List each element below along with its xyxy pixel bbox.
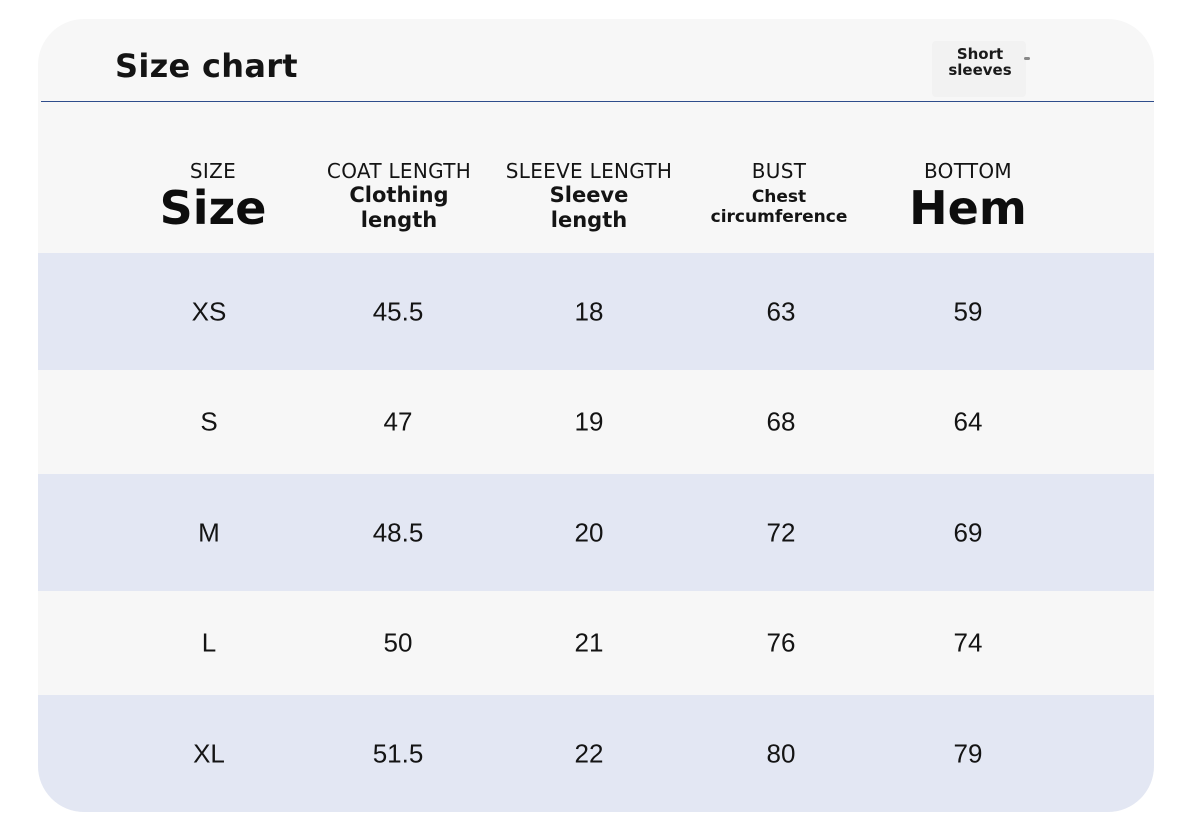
cell-coat-length: 47 xyxy=(383,406,413,437)
column-header-size: SIZE Size xyxy=(160,159,267,233)
cell-bottom: 79 xyxy=(953,738,983,768)
cell-size: M xyxy=(198,517,220,547)
cell-sleeve-length: 18 xyxy=(574,296,604,326)
cell-coat-length: 50 xyxy=(383,627,413,658)
table-row: XS 45.5 18 63 59 xyxy=(38,253,1154,370)
column-header-bust-line2: circumference xyxy=(710,207,848,227)
cell-size: XS xyxy=(191,296,227,326)
table-row: XL 51.5 22 80 79 xyxy=(38,695,1154,812)
column-header-size-label: Size xyxy=(159,181,267,235)
tag-dot-icon xyxy=(1024,57,1030,60)
cell-bust: 63 xyxy=(766,296,796,326)
table-row: S 47 19 68 64 xyxy=(38,370,1154,474)
sleeve-type-tag: Short sleeves xyxy=(932,41,1026,97)
column-header-sleeve-length: SLEEVE LENGTH Sleeve length xyxy=(506,159,672,233)
sleeve-type-line2: sleeves xyxy=(948,61,1012,79)
column-header-coat-length-line1: Clothing xyxy=(349,183,449,207)
column-header-bust-line1: Chest xyxy=(751,187,807,207)
column-header-coat-length-line2: length xyxy=(360,208,438,232)
cell-bust: 68 xyxy=(766,406,796,437)
cell-coat-length: 51.5 xyxy=(372,738,424,768)
column-header-bottom-label: Hem xyxy=(909,181,1027,235)
cell-bust: 72 xyxy=(766,517,796,547)
sleeve-type-line1: Short xyxy=(956,45,1004,63)
header-divider xyxy=(41,101,1154,102)
cell-coat-length: 45.5 xyxy=(372,296,424,326)
column-header-sleeve-length-en: SLEEVE LENGTH xyxy=(505,159,673,183)
sleeve-type-label: Short sleeves xyxy=(932,46,1028,78)
column-header-sleeve-length-line1: Sleeve xyxy=(549,183,629,207)
column-header-coat-length: COAT LENGTH Clothing length xyxy=(327,159,471,233)
size-chart-card: Size chart Short sleeves SIZE Size COAT … xyxy=(38,19,1154,812)
column-header-bottom-en: BOTTOM xyxy=(923,159,1012,183)
cell-size: XL xyxy=(193,738,225,768)
page-title: Size chart xyxy=(115,47,298,85)
cell-bottom: 69 xyxy=(953,517,983,547)
cell-coat-length: 48.5 xyxy=(372,517,424,547)
column-header-bust: BUST Chest circumference xyxy=(711,159,848,227)
column-header-bottom: BOTTOM Hem xyxy=(909,159,1027,233)
cell-sleeve-length: 20 xyxy=(574,517,604,547)
cell-size: L xyxy=(201,627,217,658)
cell-sleeve-length: 21 xyxy=(574,627,604,658)
cell-bust: 76 xyxy=(766,627,796,658)
cell-sleeve-length: 19 xyxy=(574,406,604,437)
cell-bottom: 74 xyxy=(953,627,983,658)
column-header-bust-en: BUST xyxy=(751,159,807,183)
cell-bust: 80 xyxy=(766,738,796,768)
cell-sleeve-length: 22 xyxy=(574,738,604,768)
table-row: L 50 21 76 74 xyxy=(38,591,1154,695)
cell-size: S xyxy=(200,406,218,437)
column-header-coat-length-en: COAT LENGTH xyxy=(326,159,472,183)
cell-bottom: 59 xyxy=(953,296,983,326)
table-row: M 48.5 20 72 69 xyxy=(38,474,1154,591)
cell-bottom: 64 xyxy=(953,406,983,437)
column-header-size-en: SIZE xyxy=(189,159,237,183)
column-header-sleeve-length-line2: length xyxy=(550,208,628,232)
